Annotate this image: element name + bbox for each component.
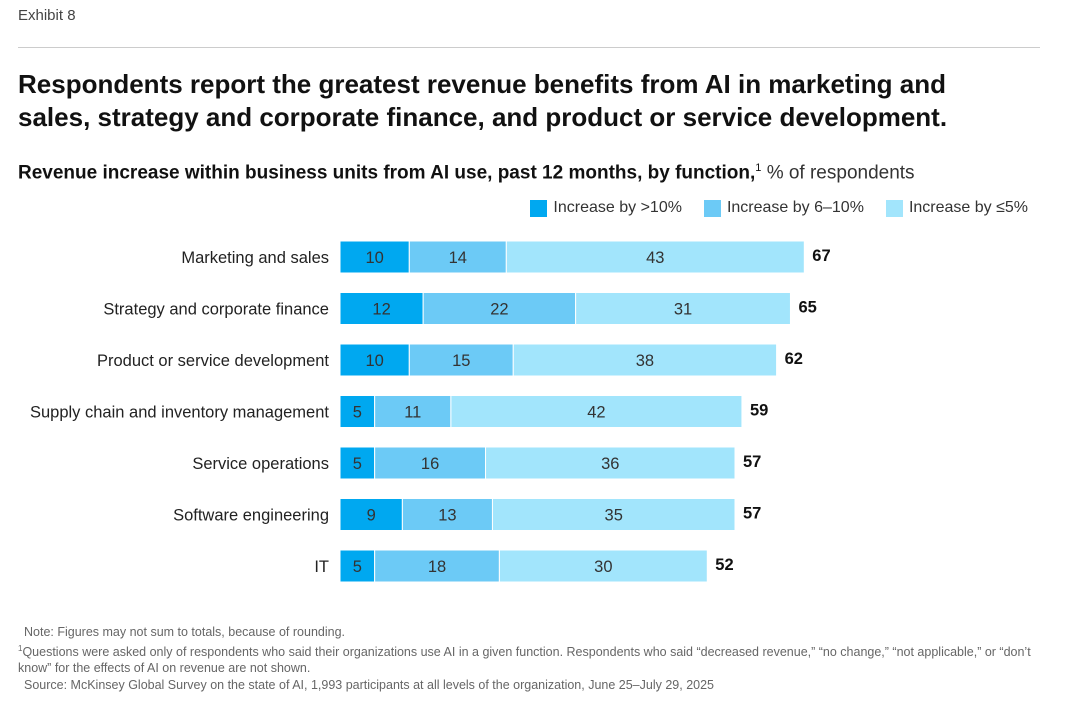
legend-swatch — [885, 199, 903, 217]
footnote-text: Questions were asked only of respondents… — [18, 644, 1031, 676]
data-label: 43 — [646, 249, 664, 267]
bar-segment — [408, 343, 514, 377]
category-label: Software engineering — [173, 507, 329, 525]
legend-item: Increase by >10% — [530, 199, 682, 217]
divider — [18, 47, 1040, 48]
bar-segment — [339, 240, 410, 274]
bar-segment — [512, 343, 778, 377]
data-label: 9 — [367, 507, 376, 525]
total-label: 65 — [798, 299, 816, 317]
data-label: 14 — [449, 249, 467, 267]
data-label: 13 — [438, 507, 456, 525]
bar-segment — [401, 498, 493, 531]
footnote: 1Questions were asked only of respondent… — [18, 641, 1038, 677]
bar-segment — [422, 292, 577, 325]
legend-label: Increase by >10% — [553, 199, 682, 216]
legend-label: Increase by 6–10% — [726, 199, 864, 216]
category-label: Supply chain and inventory management — [30, 404, 329, 422]
data-label: 16 — [421, 455, 439, 473]
category-label: Strategy and corporate finance — [103, 301, 329, 319]
bar-segment — [408, 240, 507, 274]
data-label: 36 — [601, 455, 619, 473]
category-label: Marketing and sales — [181, 249, 329, 267]
bar-segment — [491, 498, 736, 531]
bar-segment — [339, 292, 424, 325]
exhibit-label: Exhibit 8 — [18, 7, 76, 24]
category-label: IT — [314, 558, 329, 576]
data-label: 10 — [365, 352, 383, 370]
data-label: 31 — [674, 301, 692, 319]
legend-swatch — [530, 199, 548, 217]
total-label: 62 — [785, 350, 803, 368]
bar-segment — [339, 498, 403, 531]
total-label: 57 — [743, 505, 761, 523]
legend-swatch — [703, 199, 721, 217]
data-label: 5 — [353, 558, 362, 576]
bar-segment — [575, 292, 791, 325]
data-label: 5 — [353, 404, 362, 422]
total-label: 67 — [812, 247, 830, 265]
data-label: 11 — [404, 404, 421, 422]
source: Source: McKinsey Global Survey on the st… — [24, 677, 714, 692]
page-title: Respondents report the greatest revenue … — [18, 69, 948, 132]
data-label: 30 — [594, 558, 612, 576]
data-label: 18 — [428, 558, 446, 576]
bar-segment — [374, 395, 452, 428]
bar-segment — [498, 549, 708, 583]
data-label: 42 — [587, 404, 605, 422]
data-label: 5 — [353, 455, 362, 473]
legend-item: Increase by 6–10% — [703, 199, 864, 217]
total-label: 52 — [715, 556, 733, 574]
data-label: 22 — [490, 301, 508, 319]
chart-unit: % of respondents — [766, 162, 915, 184]
bar-segment — [339, 343, 410, 377]
footnote-marker: 1 — [18, 643, 23, 653]
bar-segment — [485, 446, 736, 480]
category-label: Product or service development — [97, 352, 329, 370]
footnote-marker: 1 — [755, 162, 762, 174]
legend: Increase by >10% Increase by 6–10% Incre… — [530, 199, 1028, 217]
legend-label: Increase by ≤5% — [908, 199, 1028, 216]
data-label: 10 — [365, 249, 383, 267]
data-label: 35 — [605, 507, 623, 525]
data-label: 12 — [372, 301, 390, 319]
legend-item: Increase by ≤5% — [885, 199, 1028, 217]
bar-segment — [505, 240, 805, 274]
data-label: 15 — [452, 352, 470, 370]
note: Note: Figures may not sum to totals, bec… — [24, 625, 346, 639]
total-label: 57 — [743, 453, 761, 471]
chart-subtitle: Revenue increase within business units f… — [18, 162, 915, 184]
notes: Note: Figures may not sum to totals, bec… — [18, 624, 1038, 693]
bar-segment — [450, 395, 743, 428]
bar-segment — [374, 549, 500, 583]
data-label: 38 — [636, 352, 654, 370]
chart-title: Revenue increase within business units f… — [18, 162, 756, 184]
bar-segment — [374, 446, 487, 480]
total-label: 59 — [750, 402, 768, 420]
category-label: Service operations — [192, 455, 329, 473]
